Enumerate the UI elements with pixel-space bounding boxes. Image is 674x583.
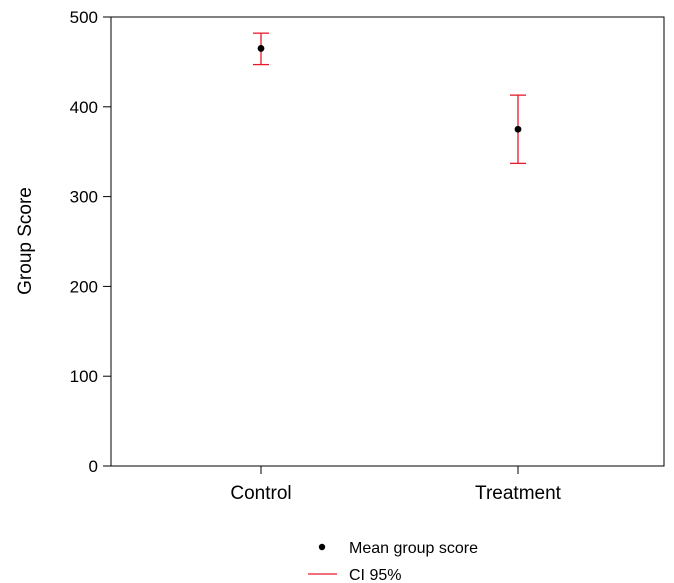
y-axis-label: Group Score (15, 187, 36, 295)
x-tick-label: Control (230, 483, 291, 504)
plot-frame (110, 16, 665, 467)
y-tick-label: 400 (70, 98, 98, 117)
x-axis-ticks: Control Treatment (230, 466, 562, 504)
y-tick-label: 0 (89, 457, 98, 476)
mean-points (257, 45, 522, 133)
y-tick-label: 300 (70, 188, 98, 207)
legend-ci-label: CI 95% (349, 567, 401, 583)
y-tick-label: 200 (70, 277, 98, 296)
mean-point (257, 45, 265, 52)
y-tick-label: 500 (70, 8, 98, 27)
ci-error-bars (253, 32, 526, 165)
y-tick-label: 100 (70, 367, 98, 386)
y-axis-ticks: 0 100 200 300 400 500 (70, 8, 111, 476)
legend: Mean group score CI 95% (308, 540, 478, 583)
x-tick-label: Treatment (475, 483, 562, 504)
legend-mean-marker (318, 543, 326, 551)
legend-mean-label: Mean group score (349, 540, 478, 557)
mean-point (514, 125, 522, 133)
